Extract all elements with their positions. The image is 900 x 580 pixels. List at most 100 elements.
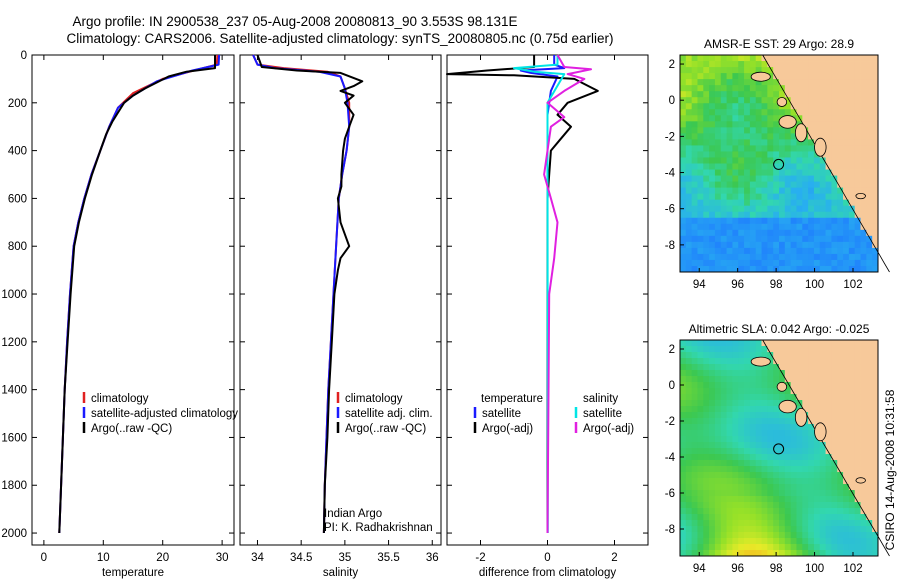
sst-map-cell <box>691 67 698 74</box>
sla-map-cell <box>767 544 774 551</box>
sst-map-cell <box>813 85 821 92</box>
sst-map-cell <box>697 127 704 134</box>
sst-map-cell <box>709 103 716 110</box>
sst-map-cell <box>854 199 861 207</box>
sst-map-cell <box>802 145 809 152</box>
sla-map-cell <box>691 340 698 347</box>
sla-map-cell <box>680 478 687 485</box>
sla-map-cell <box>680 508 687 515</box>
sla-map-cell <box>738 436 745 443</box>
sla-map-cell <box>738 358 745 365</box>
sst-map-cell <box>837 223 844 231</box>
sst-map-cell <box>749 115 757 122</box>
sst-map-cell <box>843 61 850 68</box>
sla-map-cell <box>714 424 722 431</box>
sst-map-cell <box>808 67 815 74</box>
sla-map-cell <box>755 436 762 443</box>
sst-map-cell <box>773 259 780 267</box>
sla-map-cell <box>749 532 757 539</box>
sla-map-cell <box>703 502 710 509</box>
sst-map-cell <box>779 133 786 140</box>
sst-map-cell <box>825 175 832 182</box>
sst-map-cell <box>866 73 873 80</box>
sst-map-cell <box>738 199 745 207</box>
sst-map-cell <box>790 145 797 152</box>
sst-map-cell <box>697 103 704 110</box>
sla-map-cell <box>709 370 716 377</box>
sla-map-cell <box>749 454 757 461</box>
sla-map-cell <box>738 388 745 395</box>
sla-map-cell <box>872 502 879 509</box>
sst-map-cell <box>767 163 774 170</box>
sst-map-cell <box>843 217 850 225</box>
sst-map-cell <box>813 199 821 207</box>
sla-map-cell <box>773 520 780 527</box>
sst-map-ytick-label: -6 <box>665 204 675 216</box>
sst-map-cell <box>784 247 792 255</box>
sla-map-cell <box>680 502 687 509</box>
sla-map-cell <box>755 400 762 407</box>
sst-map-cell <box>843 199 850 207</box>
sst-map-cell <box>808 235 815 243</box>
sst-map-cell <box>744 67 751 74</box>
sst-map-cell <box>819 97 826 104</box>
sla-map-cell <box>755 406 762 413</box>
sla-map-cell <box>685 388 693 395</box>
sla-map-cell <box>749 394 757 401</box>
sst-map-cell <box>680 91 687 98</box>
sst-map-cell <box>790 223 797 231</box>
sla-map-cell <box>843 442 850 449</box>
sla-map-cell <box>703 394 710 401</box>
sla-map-cell <box>744 394 751 401</box>
sla-map-cell <box>755 382 762 389</box>
sla-map-cell <box>825 406 832 413</box>
sla-map-cell <box>680 532 687 539</box>
sst-map-cell <box>709 115 716 122</box>
sst-map-cell <box>813 157 821 164</box>
sla-map-cell <box>784 448 792 455</box>
sst-map-cell <box>773 205 780 213</box>
sst-map-cell <box>680 103 687 110</box>
sst-map-cell <box>808 103 815 110</box>
sla-map-cell <box>680 538 687 545</box>
sst-map-cell <box>773 139 780 146</box>
sst-map-cell <box>784 73 792 80</box>
sla-map-cell <box>866 454 873 461</box>
sla-map-cell <box>720 490 727 497</box>
sla-map-cell <box>709 382 716 389</box>
sst-map-cell <box>744 229 751 237</box>
sst-map-cell <box>802 253 809 261</box>
sla-map-cell <box>843 448 850 455</box>
sst-map-cell <box>819 247 826 255</box>
sst-map-cell <box>709 205 716 213</box>
sla-map-cell <box>685 520 693 527</box>
sla-map-cell <box>749 340 757 347</box>
sst-map-cell <box>866 259 873 267</box>
sla-map-cell <box>709 376 716 383</box>
ytick-label: 400 <box>8 146 27 158</box>
sla-map-cell <box>854 358 861 365</box>
sst-map-cell <box>813 169 821 176</box>
sst-map-cell <box>755 217 762 225</box>
sst-map-cell <box>709 181 716 189</box>
sla-map-ytick-label: -8 <box>665 524 675 536</box>
sst-map-cell <box>714 199 722 207</box>
sla-map-cell <box>732 550 739 557</box>
sla-map-cell <box>872 484 879 491</box>
sst-map-cell <box>767 199 774 207</box>
sst-map-cell <box>685 163 693 170</box>
sla-map-cell <box>872 358 879 365</box>
sst-map-cell <box>796 151 803 158</box>
sst-map-cell <box>860 139 867 146</box>
sla-map-cell <box>720 418 727 425</box>
sla-map-cell <box>866 430 873 437</box>
sst-map-cell <box>860 61 867 68</box>
sla-map-cell <box>808 394 815 401</box>
sla-map-cell <box>843 532 850 539</box>
sst-map-cell <box>680 223 687 231</box>
sst-map-cell <box>790 79 797 86</box>
sst-map-cell <box>714 79 722 86</box>
sst-map-cell <box>714 163 722 170</box>
sla-map-cell <box>843 466 850 473</box>
sla-map-cell <box>802 370 809 377</box>
